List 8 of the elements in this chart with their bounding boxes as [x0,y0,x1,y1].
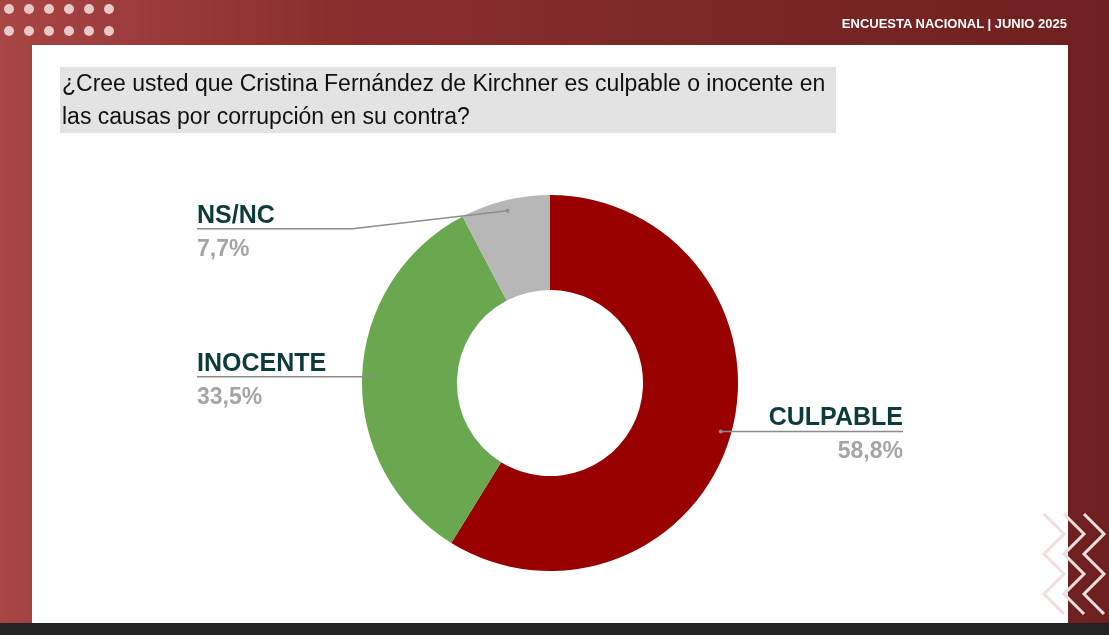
text: ENCUESTA NACIONAL | JUNIO 2025 [841,16,1067,31]
slice-label: CULPABLE [768,402,903,431]
chart-title: ¿Cree usted que Cristina Fernández de Kirchner es culpable o inocente en las causas por corrupción en su contra? [60,67,836,133]
data-label: 33,5% [197,382,263,409]
slice-label: NS/NC [197,199,275,228]
data-label: 58,8% [837,437,903,464]
slice-label: INOCENTE [197,347,327,376]
data-label: 7,7% [197,234,250,261]
